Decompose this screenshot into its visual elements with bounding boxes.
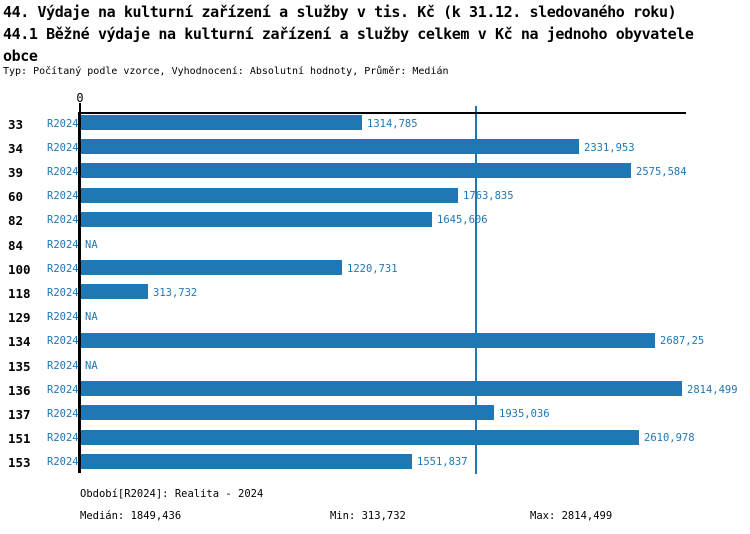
row-series-label: R2024 <box>47 432 79 445</box>
median-line <box>475 106 477 474</box>
bar-value-label: 2814,499 <box>687 383 738 396</box>
y-axis-line <box>78 112 81 473</box>
row-category-label: 134 <box>8 334 31 350</box>
median-stat-label: Medián: 1849,436 <box>80 510 182 522</box>
bar <box>81 163 631 179</box>
bar <box>81 453 412 469</box>
bar <box>81 429 639 445</box>
bar-value-label: 1645,606 <box>437 214 488 227</box>
bar-value-label: 1935,036 <box>499 407 550 420</box>
row-series-label: R2024 <box>47 407 79 420</box>
row-series-label: R2024 <box>47 214 79 227</box>
row-category-label: 137 <box>8 406 31 422</box>
x-axis-line <box>78 112 686 114</box>
bar-value-label: 1220,731 <box>347 262 398 275</box>
row-series-label: R2024 <box>47 335 79 348</box>
bar-value-label: 1763,835 <box>463 190 514 203</box>
row-category-label: 118 <box>8 285 31 301</box>
bar <box>81 139 579 155</box>
bar-value-label: 2687,25 <box>660 335 705 348</box>
bar <box>81 381 682 397</box>
row-category-label: 34 <box>8 140 24 156</box>
row-category-label: 135 <box>8 358 31 374</box>
bar <box>81 260 342 276</box>
bar-value-label: 1551,837 <box>417 456 468 469</box>
row-category-label: 60 <box>8 189 24 205</box>
row-category-label: 39 <box>8 164 24 180</box>
bar <box>81 115 362 130</box>
row-category-label: 151 <box>8 431 31 447</box>
row-series-label: R2024 <box>47 262 79 275</box>
bar-value-label: 2331,953 <box>584 141 635 154</box>
bar <box>81 332 655 348</box>
row-series-label: R2024 <box>47 117 79 130</box>
row-series-label: R2024 <box>47 141 79 154</box>
row-category-label: 82 <box>8 213 24 229</box>
row-category-label: 129 <box>8 310 31 326</box>
bar <box>81 284 148 300</box>
row-series-label: R2024 <box>47 286 79 299</box>
x-axis-origin-tick <box>79 103 81 113</box>
period-label: Období[R2024]: Realita - 2024 <box>80 488 264 500</box>
bar-value-label: 2575,584 <box>636 165 687 178</box>
row-series-label: R2024 <box>47 238 79 251</box>
bar-value-label: 313,732 <box>153 286 198 299</box>
row-category-label: 100 <box>8 261 31 277</box>
row-category-label: 84 <box>8 237 24 253</box>
bar-value-label: 2610,978 <box>644 432 695 445</box>
row-series-label: R2024 <box>47 311 79 324</box>
chart-meta-line: Typ: Počítaný podle vzorce, Vyhodnocení:… <box>3 66 449 77</box>
bar <box>81 405 494 421</box>
row-series-label: R2024 <box>47 190 79 203</box>
chart-title-line-3: obce <box>3 47 38 65</box>
row-category-label: 153 <box>8 455 31 471</box>
bar-value-label: 1314,785 <box>367 117 418 130</box>
row-series-label: R2024 <box>47 359 79 372</box>
min-stat-label: Min: 313,732 <box>330 510 406 522</box>
bar-na-label: NA <box>85 238 98 251</box>
bar-na-label: NA <box>85 359 98 372</box>
max-stat-label: Max: 2814,499 <box>530 510 613 522</box>
bar-na-label: NA <box>85 311 98 324</box>
chart-title-line-1: 44. Výdaje na kulturní zařízení a služby… <box>3 3 677 21</box>
row-series-label: R2024 <box>47 456 79 469</box>
row-category-label: 33 <box>8 116 24 132</box>
row-category-label: 136 <box>8 382 31 398</box>
bar <box>81 187 458 203</box>
chart-title-line-2: 44.1 Běžné výdaje na kulturní zařízení a… <box>3 25 694 43</box>
row-series-label: R2024 <box>47 383 79 396</box>
row-series-label: R2024 <box>47 165 79 178</box>
bar <box>81 211 432 227</box>
x-axis-origin-tick-label: 0 <box>76 91 84 105</box>
